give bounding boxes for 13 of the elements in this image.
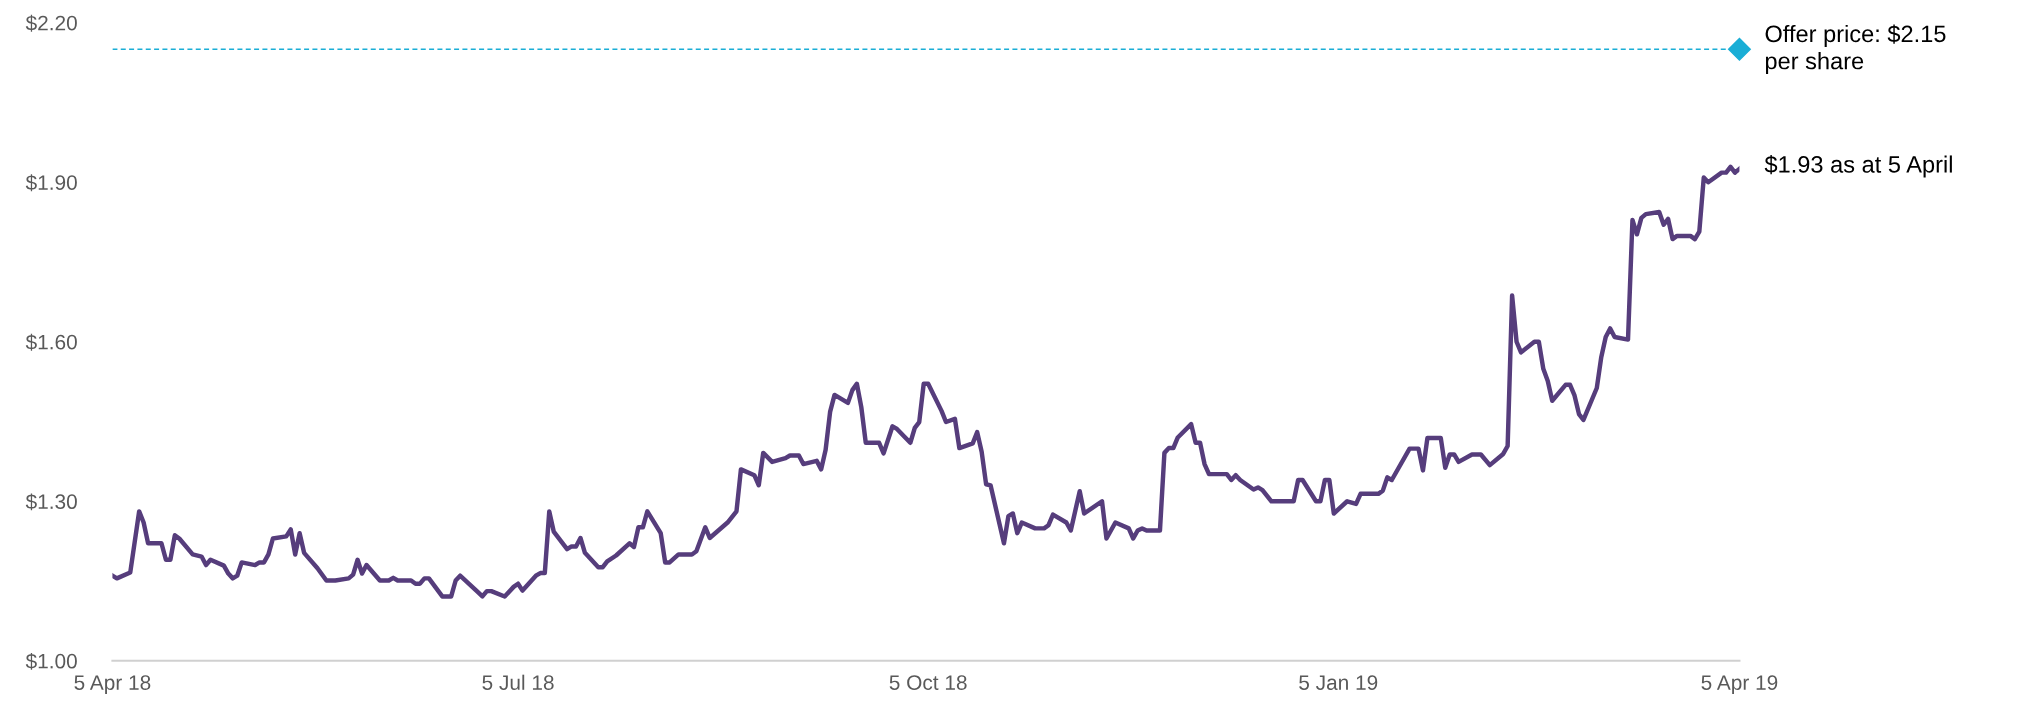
y-tick-label: $1.90 — [25, 174, 77, 192]
y-tick-label: $1.60 — [25, 333, 77, 351]
annotation: $1.93 as at 5 April — [1764, 155, 1952, 178]
line-series — [112, 164, 1740, 599]
x-tick-label: 5 Jul 18 — [482, 674, 554, 690]
y-tick-label: $1.00 — [25, 652, 77, 670]
x-tick-label: 5 Jan 19 — [1299, 675, 1378, 690]
y-tick-label: $2.20 — [25, 14, 77, 32]
ref-line-label: Offer price: $2.15 per share — [1765, 24, 1946, 75]
x-tick-label: 5 Apr 18 — [74, 675, 151, 695]
y-tick-label: $1.30 — [25, 493, 77, 511]
x-tick-label: 5 Oct 18 — [889, 675, 967, 690]
x-tick-label: 5 Apr 19 — [1701, 675, 1778, 695]
